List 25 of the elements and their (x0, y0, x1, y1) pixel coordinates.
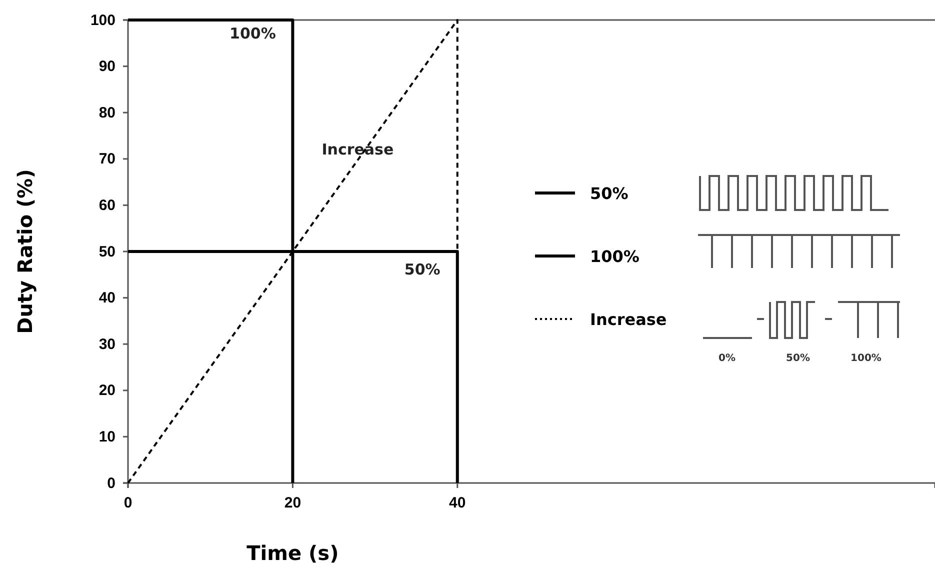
y-tick-label: 80 (98, 104, 116, 122)
x-tick-label: 20 (284, 494, 302, 512)
y-tick-label: 50 (98, 243, 116, 260)
y-tick-label: 30 (98, 336, 116, 353)
x-tick-label: 0 (124, 494, 132, 512)
x-axis-title: Time (s) (246, 541, 339, 565)
y-tick-label: 100 (90, 12, 116, 29)
annotation: Increase (322, 140, 394, 158)
annotation: 0% (718, 353, 736, 364)
legend-label: Increase (590, 310, 667, 329)
annotation: 100% (230, 24, 276, 43)
y-axis-title: Duty Ratio (%) (13, 169, 37, 334)
legend-label: 50% (590, 184, 628, 203)
y-tick-label: 60 (98, 197, 116, 214)
y-tick-label: 0 (107, 474, 116, 492)
annotation: 100% (850, 353, 882, 364)
legend-label: 100% (590, 247, 640, 266)
y-tick-label: 70 (98, 150, 116, 168)
y-tick-label: 10 (98, 428, 116, 446)
annotation: 50% (404, 260, 440, 279)
y-tick-label: 90 (98, 58, 116, 76)
x-tick-label: 40 (449, 494, 466, 512)
annotation: 50% (786, 353, 810, 364)
y-tick-label: 20 (98, 382, 116, 400)
y-tick-label: 40 (98, 290, 116, 307)
